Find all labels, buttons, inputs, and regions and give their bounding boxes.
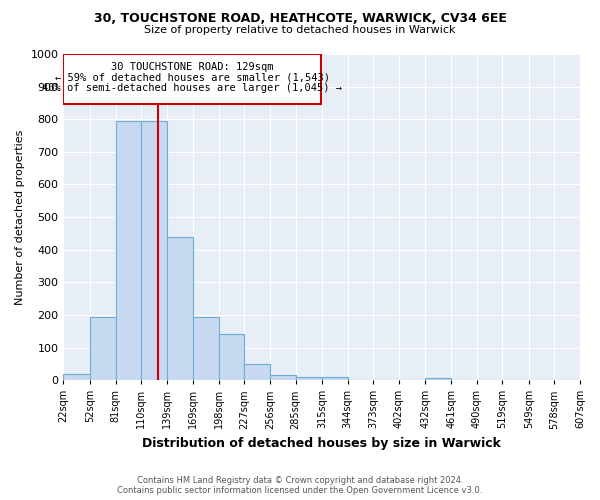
Bar xyxy=(244,364,270,380)
Bar xyxy=(64,374,90,380)
Bar xyxy=(193,316,219,380)
Bar xyxy=(167,236,193,380)
Bar xyxy=(219,334,244,380)
Bar xyxy=(296,377,322,380)
Bar xyxy=(116,121,141,380)
Text: 30, TOUCHSTONE ROAD, HEATHCOTE, WARWICK, CV34 6EE: 30, TOUCHSTONE ROAD, HEATHCOTE, WARWICK,… xyxy=(94,12,506,26)
Bar xyxy=(270,375,296,380)
X-axis label: Distribution of detached houses by size in Warwick: Distribution of detached houses by size … xyxy=(142,437,501,450)
Bar xyxy=(425,378,451,380)
Bar xyxy=(322,377,348,380)
Text: Contains HM Land Registry data © Crown copyright and database right 2024.
Contai: Contains HM Land Registry data © Crown c… xyxy=(118,476,482,495)
FancyBboxPatch shape xyxy=(64,54,321,104)
Bar xyxy=(90,316,116,380)
Y-axis label: Number of detached properties: Number of detached properties xyxy=(15,130,25,305)
Text: 30 TOUCHSTONE ROAD: 129sqm: 30 TOUCHSTONE ROAD: 129sqm xyxy=(111,62,274,72)
Text: ← 59% of detached houses are smaller (1,543): ← 59% of detached houses are smaller (1,… xyxy=(55,72,330,83)
Text: 40% of semi-detached houses are larger (1,045) →: 40% of semi-detached houses are larger (… xyxy=(43,83,343,93)
Text: Size of property relative to detached houses in Warwick: Size of property relative to detached ho… xyxy=(144,25,456,35)
Bar xyxy=(141,121,167,380)
